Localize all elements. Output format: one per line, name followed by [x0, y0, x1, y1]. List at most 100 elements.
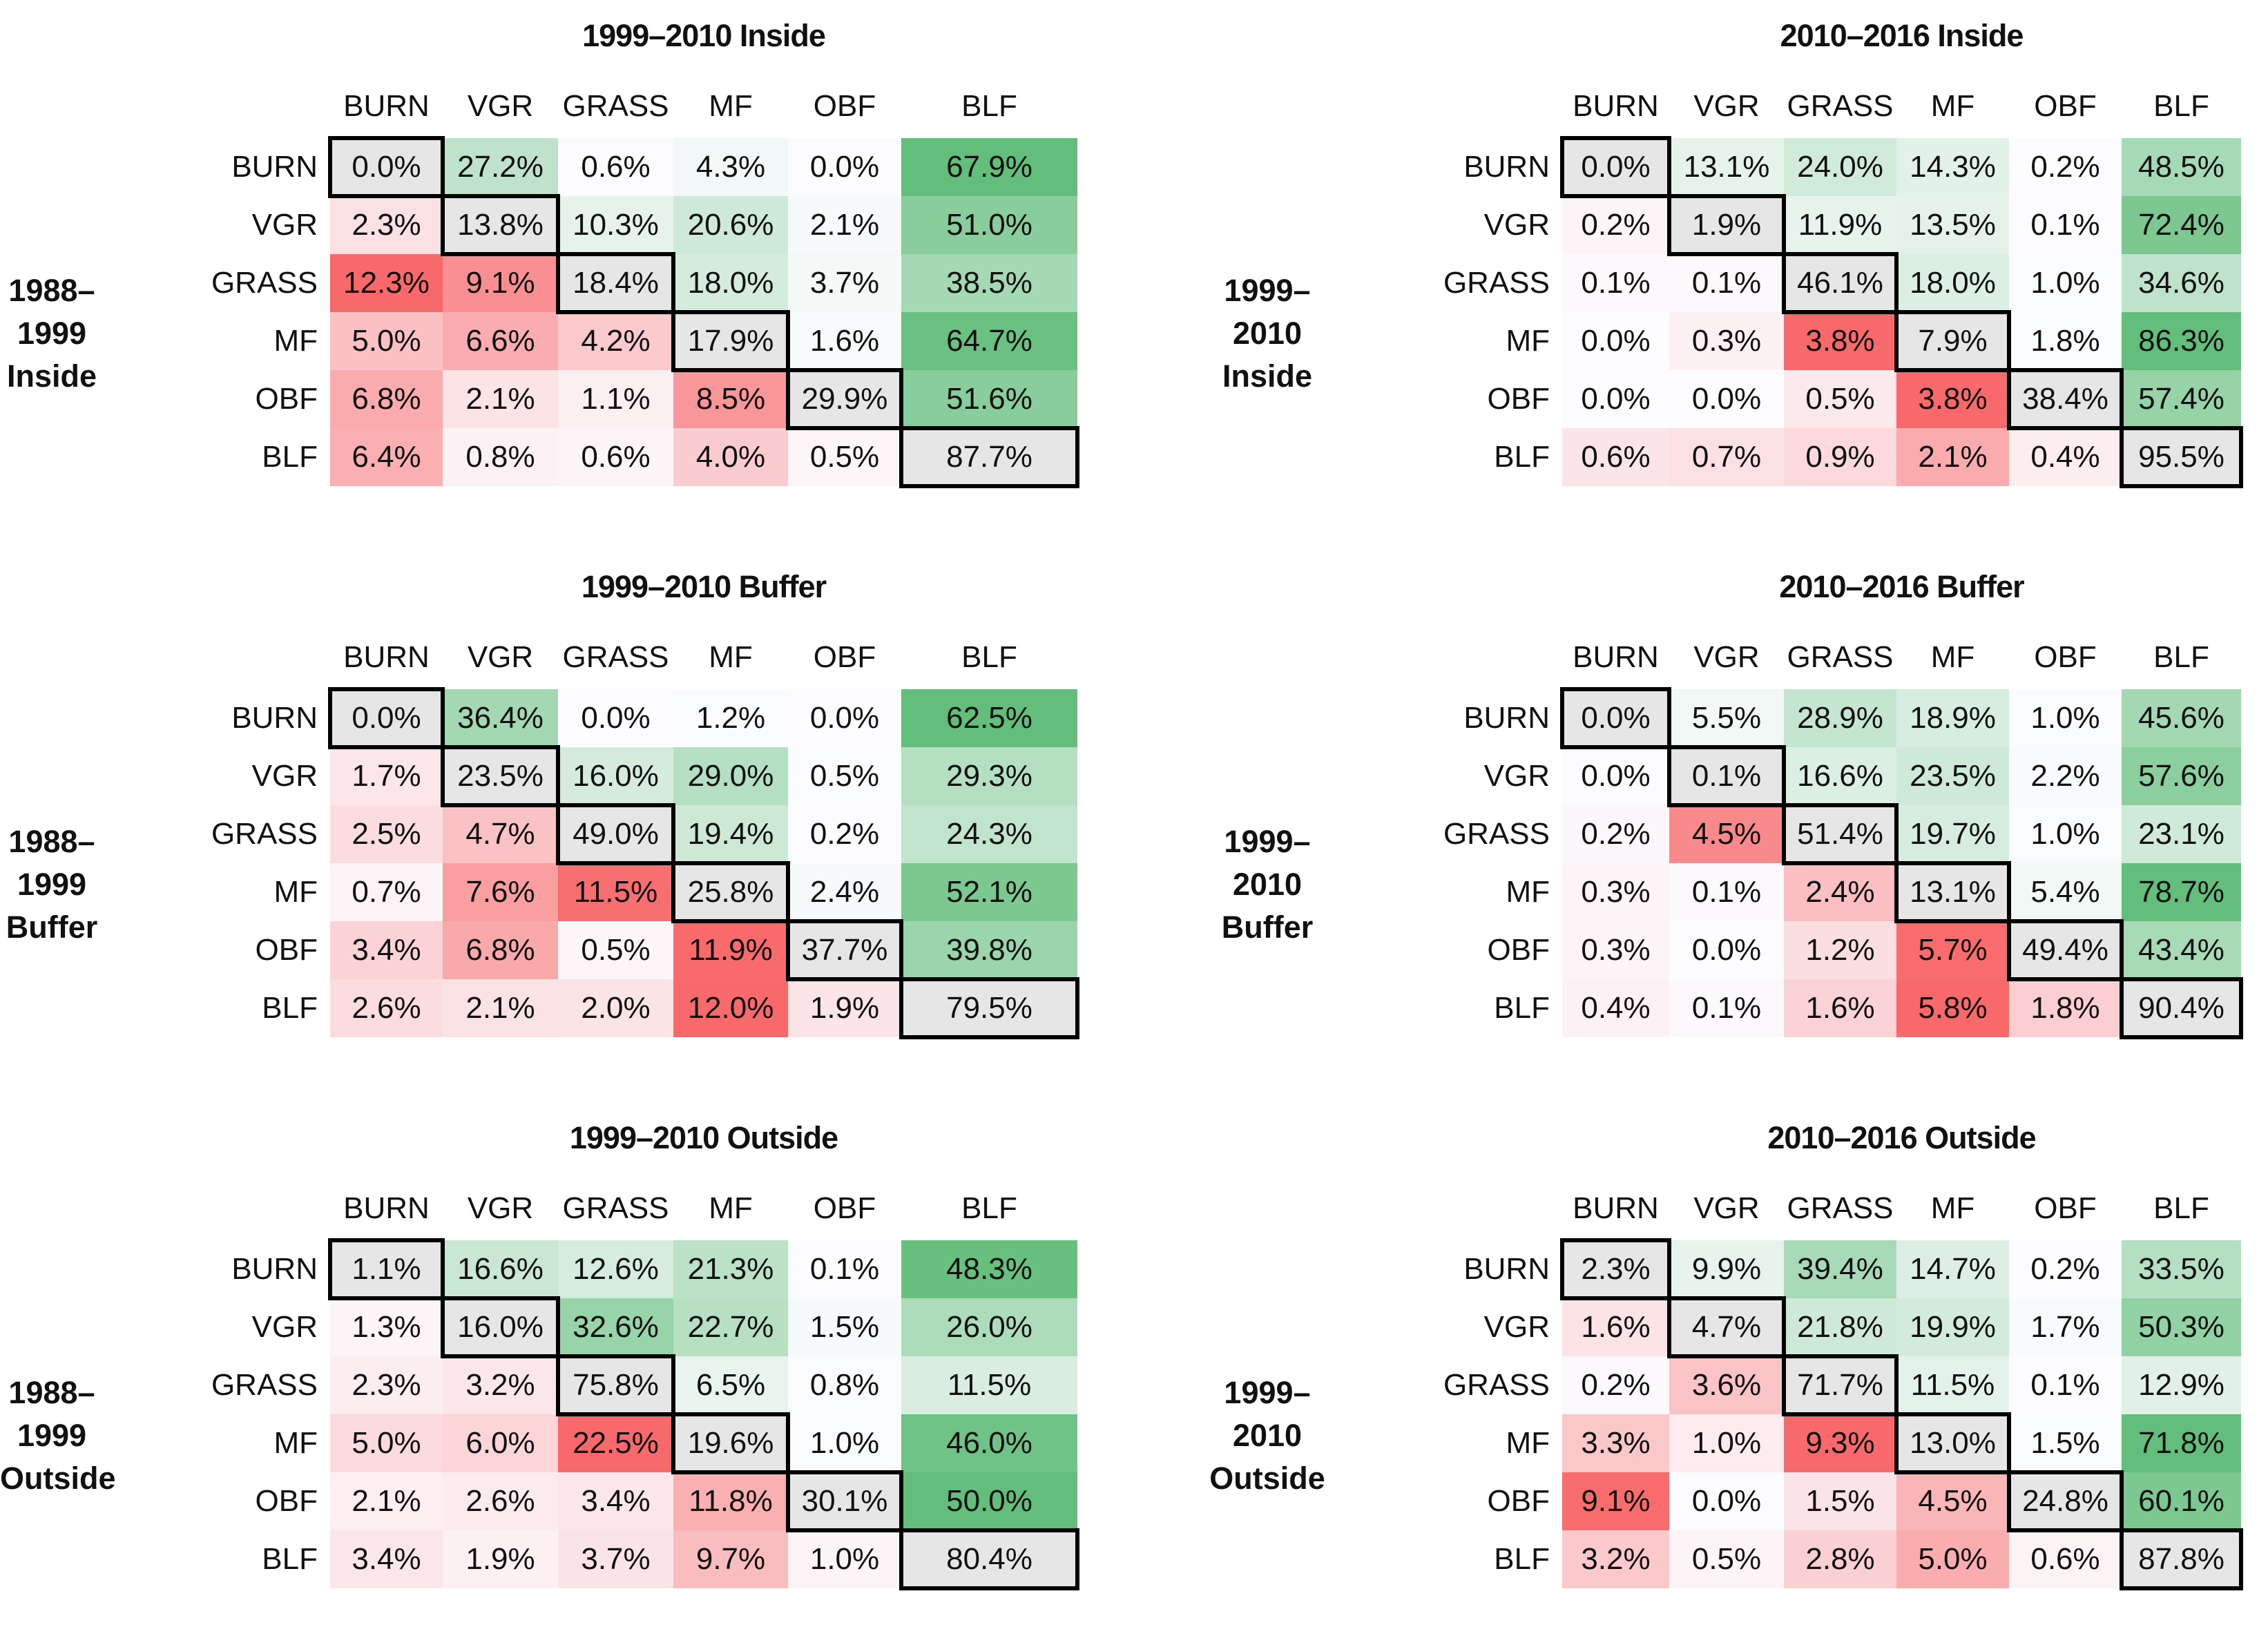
column-header: OBF [813, 89, 876, 123]
row-group-label: 1999–2010 Inside [1195, 269, 1340, 398]
row-header: BLF [262, 991, 318, 1025]
row-header: BURN [1463, 150, 1550, 184]
matrix-cell: 0.6% [558, 428, 673, 486]
matrix-cell: 0.6% [558, 138, 673, 196]
row-group-label: 1999–2010 Buffer [1195, 820, 1340, 949]
row-header: MF [273, 1426, 318, 1460]
matrix-cell: 0.0% [1562, 689, 1669, 747]
matrix-cell: 78.7% [2122, 863, 2241, 921]
matrix-cell: 11.9% [1784, 196, 1896, 254]
matrix-cell: 16.6% [1784, 747, 1896, 805]
matrix-cell: 0.0% [1669, 370, 1784, 428]
heatmap-panel: 1999–2010 Inside 1988–1999 Inside BURN VGR GR… [0, 0, 1079, 488]
matrix-cell: 0.5% [1669, 1530, 1784, 1588]
matrix-cell: 6.8% [330, 370, 443, 428]
matrix-cell: 0.1% [1669, 747, 1784, 805]
row-header: BLF [1494, 440, 1550, 474]
column-header: OBF [2034, 89, 2097, 123]
matrix-cell: 24.0% [1784, 138, 1896, 196]
column-header: OBF [2034, 640, 2097, 674]
matrix-cell: 95.5% [2122, 428, 2241, 486]
matrix-cell: 86.3% [2122, 312, 2241, 370]
matrix-cell: 2.4% [1784, 863, 1896, 921]
matrix-cell: 12.3% [330, 254, 443, 312]
row-header: MF [273, 324, 318, 358]
column-header: OBF [2034, 1191, 2097, 1225]
matrix-cell: 2.1% [788, 196, 901, 254]
matrix-cell: 18.0% [673, 254, 788, 312]
row-header: GRASS [211, 1368, 318, 1402]
matrix-cell: 25.8% [673, 863, 788, 921]
matrix-cell: 24.3% [901, 805, 1077, 863]
row-header: OBF [255, 933, 318, 967]
column-header: BLF [961, 89, 1017, 123]
row-header: VGR [251, 208, 318, 242]
matrix-cell: 10.3% [558, 196, 673, 254]
matrix-cell: 36.4% [443, 689, 558, 747]
heatmap-panel: 1999–2010 Outside 1988–1999 Outside BURN VGR… [0, 1102, 1079, 1590]
column-header: VGR [1693, 1191, 1760, 1225]
matrix-cell: 3.3% [1562, 1414, 1669, 1472]
matrix-cell: 0.0% [1669, 1472, 1784, 1530]
matrix-cell: 3.2% [443, 1356, 558, 1414]
matrix-cell: 2.1% [443, 370, 558, 428]
matrix-cell: 38.5% [901, 254, 1077, 312]
column-header: VGR [467, 640, 534, 674]
column-header: BLF [2153, 640, 2209, 674]
row-header: BURN [1463, 1252, 1550, 1286]
matrix-cell: 9.1% [1562, 1472, 1669, 1530]
matrix-cell: 3.7% [558, 1530, 673, 1588]
row-header: GRASS [1443, 1368, 1550, 1402]
matrix-cell: 1.6% [1562, 1298, 1669, 1356]
heatmap-panel: 2010–2016 Outside 1999–2010 Outside BURN VGR… [1209, 1102, 2268, 1590]
matrix-cell: 21.3% [673, 1240, 788, 1298]
matrix-cell: 0.4% [2009, 428, 2122, 486]
matrix-cell: 67.9% [901, 138, 1077, 196]
row-group-zone: Buffer [1221, 909, 1314, 945]
row-header: VGR [251, 759, 318, 793]
matrix-cell: 6.0% [443, 1414, 558, 1472]
matrix-cell: 2.5% [330, 805, 443, 863]
row-header: MF [273, 875, 318, 909]
matrix-cell: 32.6% [558, 1298, 673, 1356]
heatmap-panel: 1999–2010 Buffer 1988–1999 Buffer BURN VGR GR… [0, 551, 1079, 1039]
column-header: VGR [1693, 640, 1760, 674]
matrix-cell: 6.5% [673, 1356, 788, 1414]
matrix-cell: 48.3% [901, 1240, 1077, 1298]
matrix-cell: 4.7% [443, 805, 558, 863]
matrix-cell: 80.4% [901, 1530, 1077, 1588]
row-group-period: 1999–2010 [1224, 824, 1311, 902]
column-header: BURN [1573, 89, 1659, 123]
row-header: MF [1506, 1426, 1550, 1460]
matrix-cell: 24.8% [2009, 1472, 2122, 1530]
matrix-cell: 79.5% [901, 979, 1077, 1037]
matrix-cell: 51.0% [901, 196, 1077, 254]
row-header: GRASS [1443, 266, 1550, 300]
matrix-cell: 1.1% [330, 1240, 443, 1298]
matrix-cell: 57.6% [2122, 747, 2241, 805]
matrix-cell: 3.2% [1562, 1530, 1669, 1588]
heatmap-panel: 2010–2016 Inside 1999–2010 Inside BURN VGR GR… [1222, 0, 2268, 488]
matrix-cell: 11.5% [901, 1356, 1077, 1414]
matrix-cell: 0.1% [1669, 979, 1784, 1037]
matrix-cell: 4.5% [1896, 1472, 2009, 1530]
matrix-cell: 2.6% [443, 1472, 558, 1530]
row-group-zone: Buffer [6, 909, 98, 945]
matrix-cell: 0.3% [1669, 312, 1784, 370]
matrix-cell: 0.0% [788, 138, 901, 196]
matrix-cell: 50.3% [2122, 1298, 2241, 1356]
row-header: GRASS [211, 817, 318, 851]
matrix-cell: 29.9% [788, 370, 901, 428]
matrix-cell: 13.5% [1896, 196, 2009, 254]
matrix-cell: 0.6% [2009, 1530, 2122, 1588]
matrix-cell: 6.8% [443, 921, 558, 979]
matrix-cell: 4.5% [1669, 805, 1784, 863]
matrix-cell: 29.0% [673, 747, 788, 805]
matrix-cell: 29.3% [901, 747, 1077, 805]
matrix-cell: 0.1% [1669, 863, 1784, 921]
matrix-cell: 0.1% [2009, 196, 2122, 254]
matrix-cell: 13.1% [1669, 138, 1784, 196]
matrix-cell: 0.7% [1669, 428, 1784, 486]
matrix-cell: 64.7% [901, 312, 1077, 370]
matrix-cell: 0.2% [1562, 196, 1669, 254]
